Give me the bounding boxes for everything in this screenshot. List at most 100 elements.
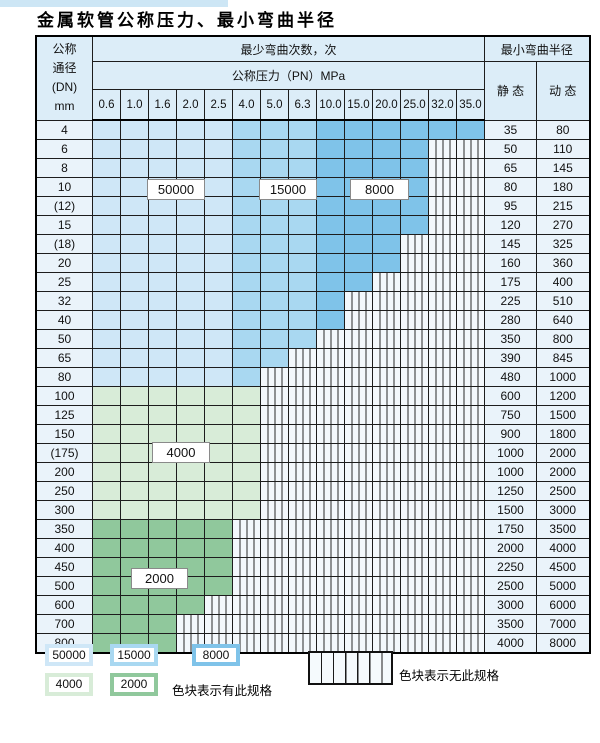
- no-spec-cell: [428, 272, 457, 292]
- spec-cell: [316, 272, 345, 292]
- no-spec-cell: [260, 576, 289, 596]
- no-spec-cell: [428, 443, 457, 463]
- spec-cell: [176, 538, 205, 558]
- spec-cell: [372, 119, 401, 140]
- spec-cell: [232, 196, 261, 216]
- legend-has-spec-text: 色块表示有此规格: [172, 684, 273, 698]
- spec-cell: [120, 196, 149, 216]
- spec-cell: [148, 158, 177, 178]
- spec-cell: [148, 139, 177, 159]
- dn-label: (18): [35, 234, 93, 254]
- spec-cell: [176, 481, 205, 501]
- no-spec-cell: [372, 443, 401, 463]
- pressure-col-header: 10.0: [316, 89, 345, 121]
- spec-cell: [232, 139, 261, 159]
- no-spec-cell: [456, 614, 485, 634]
- static-radius-value: 50: [484, 139, 537, 159]
- table-row: (12) 95 215: [35, 196, 590, 216]
- no-spec-cell: [260, 462, 289, 482]
- spec-cell: [120, 386, 149, 406]
- spec-cell: [204, 576, 233, 596]
- table-row: 350 1750 3500: [35, 519, 590, 539]
- spec-cell: [148, 291, 177, 311]
- no-spec-cell: [428, 595, 457, 615]
- no-spec-cell: [232, 614, 261, 634]
- no-spec-cell: [456, 310, 485, 330]
- no-spec-cell: [316, 367, 345, 387]
- no-spec-cell: [316, 405, 345, 425]
- no-spec-cell: [344, 310, 373, 330]
- table-row: (175) 1000 2000: [35, 443, 590, 463]
- spec-cell: [204, 386, 233, 406]
- no-spec-cell: [428, 329, 457, 349]
- no-spec-cell: [428, 177, 457, 197]
- legend-swatch-8000: 8000: [192, 644, 240, 666]
- spec-cell: [344, 139, 373, 159]
- no-spec-cell: [456, 481, 485, 501]
- no-spec-cell: [344, 291, 373, 311]
- static-radius-value: 120: [484, 215, 537, 235]
- spec-cell: [400, 215, 429, 235]
- spec-cell: [92, 595, 121, 615]
- static-radius-value: 600: [484, 386, 537, 406]
- no-spec-cell: [428, 386, 457, 406]
- no-spec-cell: [400, 329, 429, 349]
- spec-cell: [204, 215, 233, 235]
- table-row: 600 3000 6000: [35, 595, 590, 615]
- table-row: 40 280 640: [35, 310, 590, 330]
- spec-cell: [92, 519, 121, 539]
- pressure-col-header: 0.6: [92, 89, 121, 121]
- spec-cell: [120, 481, 149, 501]
- no-spec-cell: [316, 576, 345, 596]
- spec-cell: [120, 119, 149, 140]
- static-header: 静 态: [484, 61, 537, 121]
- pressure-values-row: 0.6 1.0 1.6 2.0 2.5 4.0 5.0 6.3 10.0 15.0 20.0 25.0…: [36, 89, 590, 121]
- pressure-col-header: 4.0: [232, 89, 261, 121]
- static-radius-value: 95: [484, 196, 537, 216]
- no-spec-cell: [456, 196, 485, 216]
- static-radius-value: 3500: [484, 614, 537, 634]
- spec-cell: [92, 253, 121, 273]
- static-radius-value: 1000: [484, 443, 537, 463]
- no-spec-cell: [288, 500, 317, 520]
- spec-cell: [92, 215, 121, 235]
- spec-cell: [372, 158, 401, 178]
- no-spec-cell: [232, 557, 261, 577]
- spec-cell: [148, 500, 177, 520]
- no-spec-cell: [372, 576, 401, 596]
- no-spec-cell: [372, 329, 401, 349]
- no-spec-cell: [456, 538, 485, 558]
- table-row: 200 1000 2000: [35, 462, 590, 482]
- no-spec-cell: [428, 348, 457, 368]
- dn-label: 80: [35, 367, 93, 387]
- region-label-50000: 50000: [147, 179, 205, 200]
- no-spec-cell: [428, 557, 457, 577]
- spec-cell: [176, 329, 205, 349]
- spec-cell: [120, 538, 149, 558]
- spec-cell: [260, 272, 289, 292]
- spec-cell: [260, 348, 289, 368]
- spec-cell: [344, 158, 373, 178]
- table-row: 25 175 400: [35, 272, 590, 292]
- legend-swatch-50000: 50000: [45, 644, 93, 666]
- no-spec-cell: [260, 481, 289, 501]
- no-spec-cell: [428, 253, 457, 273]
- table-row: 4 35 80: [35, 119, 590, 140]
- no-spec-cell: [372, 367, 401, 387]
- no-spec-cell: [372, 595, 401, 615]
- no-spec-cell: [428, 196, 457, 216]
- no-spec-cell: [428, 158, 457, 178]
- no-spec-cell: [344, 443, 373, 463]
- table-row: 500 2500 5000: [35, 576, 590, 596]
- dynamic-radius-value: 4000: [536, 538, 590, 558]
- spec-cell: [316, 139, 345, 159]
- no-spec-cell: [372, 348, 401, 368]
- no-spec-cell: [428, 310, 457, 330]
- no-spec-cell: [316, 538, 345, 558]
- pressure-col-header: 6.3: [288, 89, 317, 121]
- spec-cell: [148, 538, 177, 558]
- spec-cell: [232, 367, 261, 387]
- dn-label: (175): [35, 443, 93, 463]
- dn-label: 500: [35, 576, 93, 596]
- no-spec-cell: [372, 386, 401, 406]
